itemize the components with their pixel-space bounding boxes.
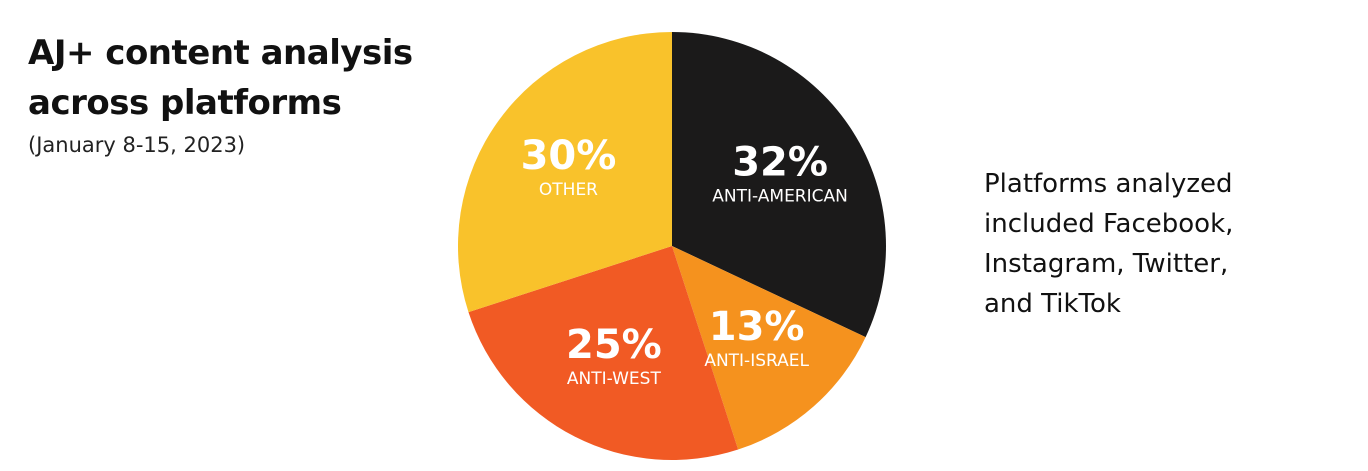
slice-label-anti-israel: ANTI-ISRAEL	[704, 351, 809, 371]
platforms-note: Platforms analyzed included Facebook, In…	[984, 164, 1314, 324]
platforms-note-line-3: Instagram, Twitter,	[984, 249, 1229, 279]
chart-title-line-2: across platforms	[28, 83, 342, 123]
pie-slices	[458, 32, 886, 460]
slice-label-other: OTHER	[539, 180, 598, 200]
slice-label-anti-west: ANTI-WEST	[567, 369, 662, 389]
pie-slice-anti-american	[672, 32, 886, 338]
pie-labels: 32%ANTI-AMERICAN 13%ANTI-ISRAEL 25%ANTI-WE…	[521, 133, 848, 389]
pie-chart: 32%ANTI-AMERICAN 13%ANTI-ISRAEL 25%ANTI-WE…	[458, 32, 886, 460]
slice-percent-anti-west: 25%	[566, 322, 662, 368]
slice-percent-anti-american: 32%	[732, 139, 828, 185]
slice-label-anti-american: ANTI-AMERICAN	[712, 186, 848, 206]
platforms-note-line-1: Platforms analyzed	[984, 169, 1233, 199]
pie-slice-other	[458, 32, 672, 313]
platforms-note-line-4: and TikTok	[984, 289, 1121, 319]
chart-title-line-1: AJ+ content analysis	[28, 33, 413, 73]
pie-slice-anti-israel	[672, 246, 866, 450]
slice-percent-anti-israel: 13%	[709, 304, 805, 350]
chart-subtitle: (January 8-15, 2023)	[28, 133, 246, 157]
platforms-note-line-2: included Facebook,	[984, 209, 1234, 239]
chart-title: AJ+ content analysis across platforms	[28, 28, 448, 128]
slice-percent-other: 30%	[521, 133, 617, 179]
pie-slice-anti-west	[468, 246, 739, 460]
